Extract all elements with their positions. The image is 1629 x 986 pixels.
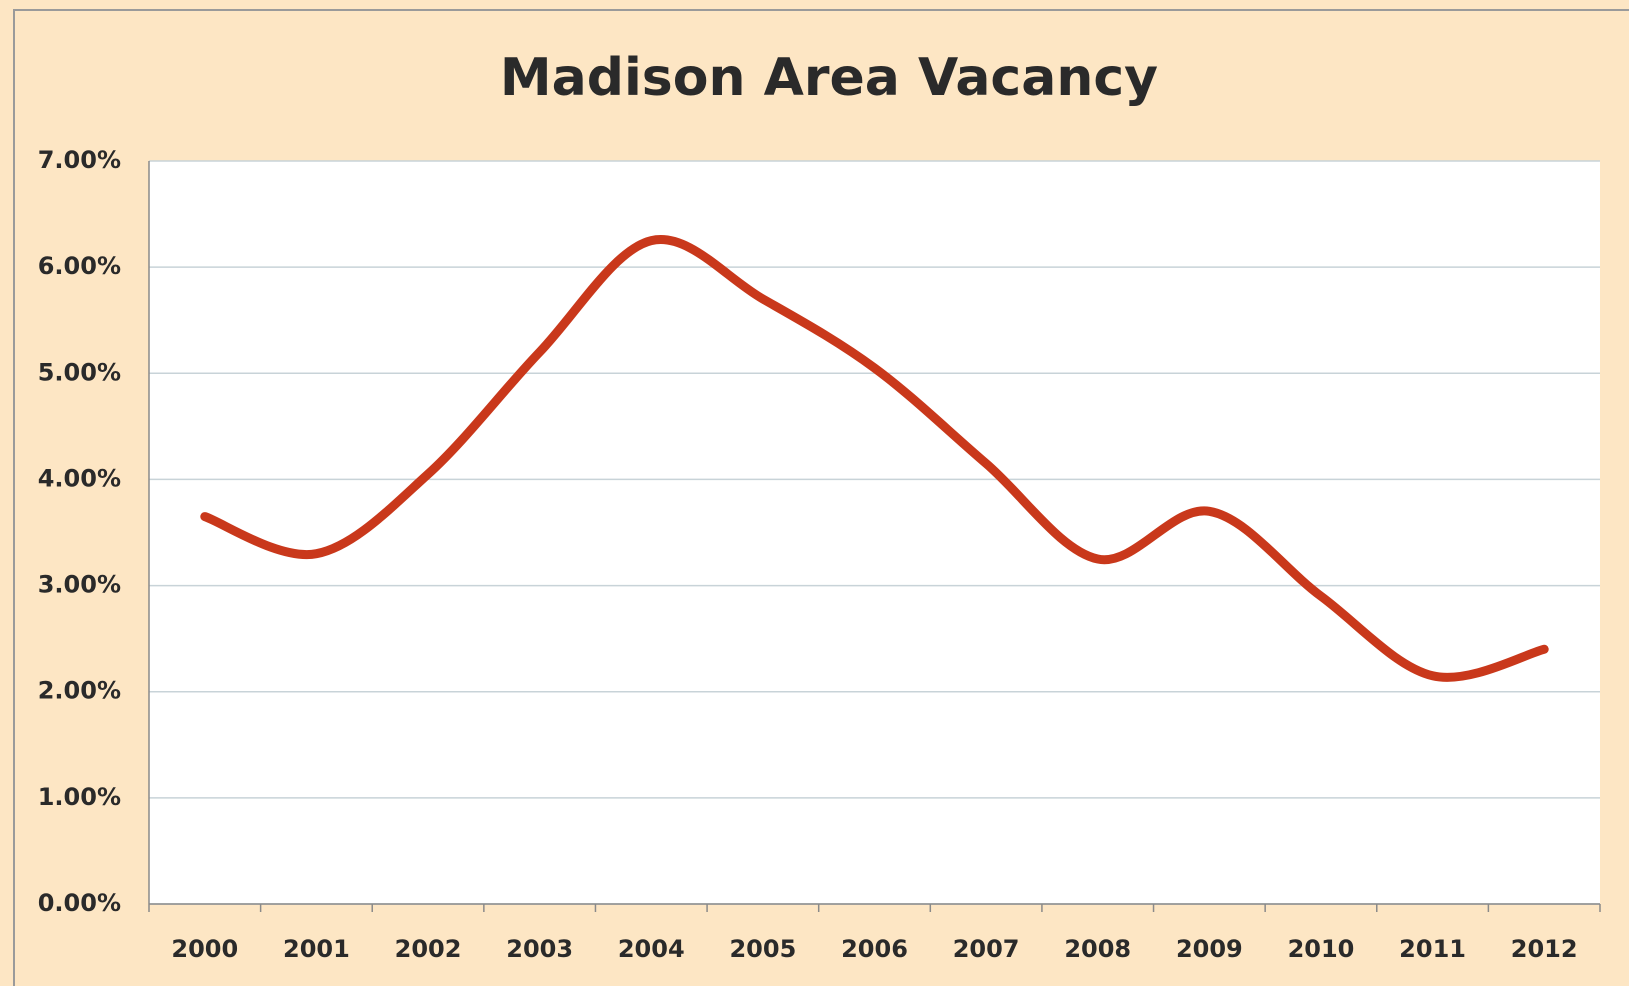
y-tick-label: 3.00% [38,571,121,599]
x-tick-label: 2004 [618,935,685,963]
x-tick-label: 2012 [1511,935,1578,963]
x-tick-label: 2001 [283,935,350,963]
x-tick-label: 2002 [395,935,462,963]
x-tick-label: 2009 [1176,935,1243,963]
x-tick-label: 2008 [1064,935,1131,963]
data-line [200,235,1549,682]
x-tick-label: 2003 [506,935,573,963]
x-tick-label: 2007 [953,935,1020,963]
y-tick-label: 4.00% [38,464,121,492]
y-tick-label: 7.00% [38,146,121,174]
y-tick-label: 6.00% [38,252,121,280]
x-tick-label: 2006 [841,935,908,963]
y-tick-label: 2.00% [38,677,121,705]
y-tick-label: 0.00% [38,889,121,917]
y-tick-label: 1.00% [38,783,121,811]
plot-area [149,161,1600,904]
chart-border [13,9,1629,986]
x-tick-label: 2005 [729,935,796,963]
x-tick-label: 2011 [1399,935,1466,963]
x-tick-label: 2000 [171,935,238,963]
y-tick-label: 5.00% [38,358,121,386]
chart-title: Madison Area Vacancy [500,48,1158,108]
x-tick-label: 2010 [1288,935,1355,963]
